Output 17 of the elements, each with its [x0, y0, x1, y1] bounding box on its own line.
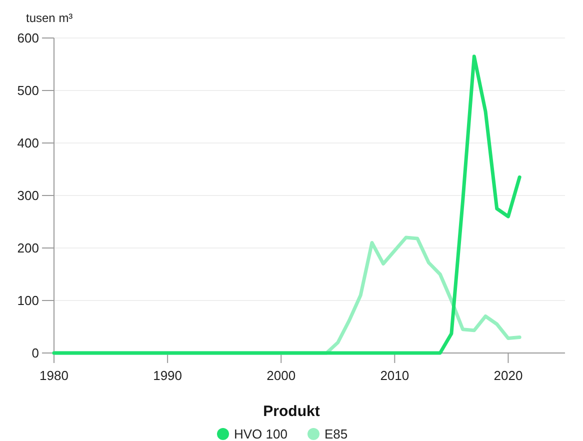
y-tick-label: 200: [17, 240, 39, 256]
x-tick-label: 2000: [266, 368, 296, 383]
y-tick-label: 500: [17, 83, 39, 98]
x-tick-label: 2020: [494, 368, 523, 383]
y-tick-label: 400: [17, 136, 39, 151]
x-tick-label: 2010: [380, 368, 410, 383]
y-axis-title: tusen m³: [26, 11, 73, 25]
legend-label: E85: [324, 426, 348, 441]
line-series: [52, 54, 522, 355]
y-tick-label: 100: [17, 293, 39, 308]
legend-label: HVO 100: [234, 426, 288, 441]
y-tick-label: 600: [17, 30, 39, 46]
legend-title: Produkt: [263, 403, 320, 420]
x-tick-label: 1990: [153, 368, 182, 383]
y-tick-label: 0: [32, 346, 39, 361]
y-tick-label: 300: [17, 188, 39, 204]
x-tick-label: 1980: [40, 368, 68, 383]
